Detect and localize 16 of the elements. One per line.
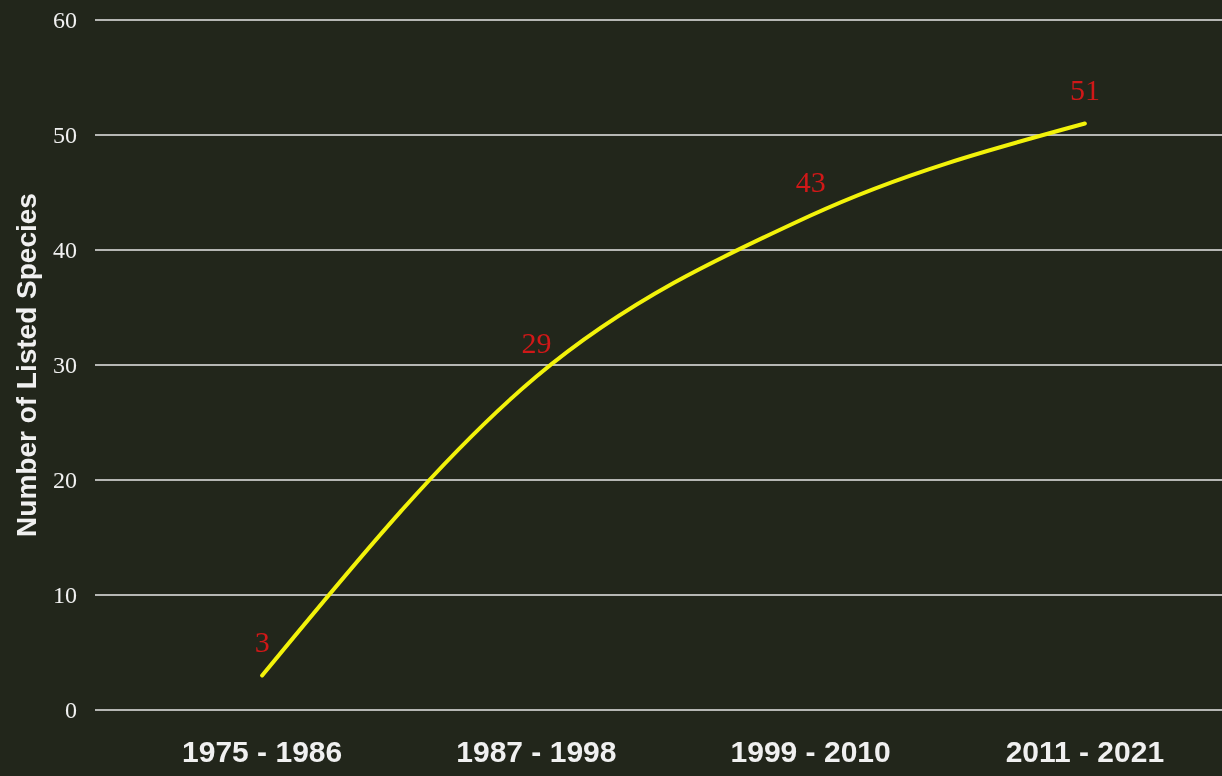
data-label: 51 [1069,72,1100,106]
data-label: 29 [521,325,552,359]
x-tick-label: 2011 - 2021 [1005,735,1165,768]
data-label: 43 [795,164,826,198]
y-tick-label: 20 [53,467,77,494]
x-tick-label: 1999 - 2010 [730,735,891,768]
y-tick-label: 50 [53,122,77,149]
x-tick-label: 1975 - 1986 [182,735,343,768]
x-tick-label: 1987 - 1998 [456,735,617,768]
y-tick-label: 30 [53,352,77,379]
y-tick-label: 60 [53,7,77,34]
y-axis-title: Number of Listed Species [11,193,42,537]
y-tick-label: 10 [53,582,77,609]
y-tick-label: 0 [65,697,77,724]
y-tick-label: 40 [53,237,77,264]
data-label: 3 [254,624,270,658]
